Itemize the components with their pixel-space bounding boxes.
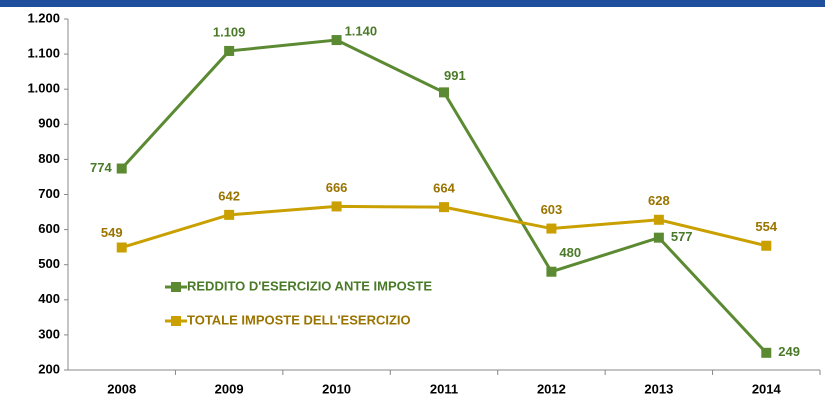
point-marker bbox=[653, 232, 664, 243]
series-line bbox=[121, 204, 767, 249]
point-marker bbox=[653, 214, 664, 225]
y-tick-label: 200 bbox=[38, 361, 60, 376]
data-label: 642 bbox=[218, 188, 240, 203]
data-label: 603 bbox=[541, 202, 563, 217]
point-marker bbox=[224, 209, 235, 220]
data-label: 577 bbox=[671, 229, 693, 244]
y-tick-label: 800 bbox=[38, 151, 60, 166]
y-tick-label: 1.200 bbox=[27, 10, 60, 25]
x-tick-label: 2014 bbox=[752, 381, 782, 396]
y-tick-label: 400 bbox=[38, 291, 60, 306]
y-tick-label: 700 bbox=[38, 186, 60, 201]
data-label: 666 bbox=[326, 180, 348, 195]
point-marker bbox=[546, 266, 557, 277]
legend-label: REDDITO D'ESERCIZIO ANTE IMPOSTE bbox=[187, 278, 432, 293]
y-tick-label: 1.000 bbox=[27, 81, 60, 96]
x-tick-label: 2012 bbox=[537, 381, 566, 396]
y-tick-label: 300 bbox=[38, 326, 60, 341]
point-marker bbox=[116, 163, 127, 174]
point-marker bbox=[761, 347, 772, 358]
data-label: 664 bbox=[433, 181, 455, 196]
data-label: 774 bbox=[90, 160, 112, 175]
point-marker bbox=[761, 240, 772, 251]
point-marker bbox=[224, 45, 235, 56]
data-label: 628 bbox=[648, 193, 670, 208]
y-tick-label: 1.100 bbox=[27, 46, 60, 61]
data-label: 554 bbox=[755, 219, 777, 234]
data-label: 1.140 bbox=[345, 23, 378, 38]
data-label: 549 bbox=[101, 225, 123, 240]
point-marker bbox=[546, 223, 557, 234]
point-marker bbox=[439, 87, 449, 98]
x-tick-label: 2011 bbox=[430, 381, 458, 396]
y-tick-label: 900 bbox=[38, 116, 60, 131]
point-marker bbox=[331, 35, 342, 46]
data-label: 480 bbox=[559, 245, 581, 260]
legend-marker bbox=[171, 282, 181, 292]
y-tick-label: 500 bbox=[38, 256, 60, 271]
y-tick-label: 600 bbox=[38, 221, 60, 236]
point-marker bbox=[331, 201, 342, 212]
legend-label: TOTALE IMPOSTE DELL'ESERCIZIO bbox=[187, 312, 411, 327]
x-tick-label: 2013 bbox=[644, 381, 673, 396]
data-label: 1.109 bbox=[213, 24, 246, 39]
data-label: 249 bbox=[778, 344, 800, 359]
x-tick-label: 2008 bbox=[107, 381, 136, 396]
x-tick-label: 2009 bbox=[215, 381, 244, 396]
point-marker bbox=[439, 202, 449, 213]
top-banner bbox=[0, 0, 825, 7]
point-marker bbox=[116, 242, 127, 253]
x-tick-label: 2010 bbox=[322, 381, 351, 396]
data-label: 991 bbox=[444, 68, 466, 83]
legend-marker bbox=[171, 316, 181, 326]
